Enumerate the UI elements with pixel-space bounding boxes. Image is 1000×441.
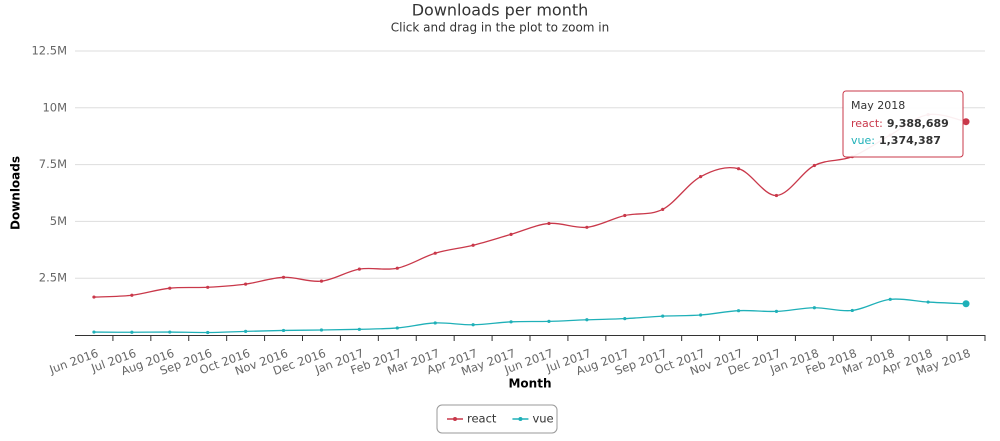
point — [850, 308, 854, 313]
point — [585, 318, 589, 322]
point — [623, 213, 627, 218]
y-tick-label: 10M — [42, 100, 67, 114]
point — [244, 282, 248, 286]
point — [357, 327, 361, 331]
point — [395, 266, 399, 270]
point — [623, 317, 627, 321]
tooltip-row: vue: 1,374,387 — [851, 134, 941, 147]
legend-marker — [518, 417, 523, 421]
point — [395, 326, 399, 330]
point — [736, 167, 741, 171]
point — [547, 319, 551, 323]
point — [130, 330, 134, 334]
series-line — [93, 113, 967, 298]
tooltip-value: 1,374,387 — [879, 134, 941, 147]
tooltip-row: react: 9,388,689 — [851, 117, 949, 130]
tooltip-box — [842, 90, 964, 158]
point — [281, 328, 286, 333]
point — [736, 309, 741, 313]
tooltip-separator: : — [871, 134, 875, 147]
legend-label[interactable]: vue — [532, 412, 553, 426]
point — [962, 300, 970, 308]
point — [168, 330, 172, 334]
point — [661, 314, 665, 318]
legend-label[interactable]: react — [467, 412, 497, 426]
y-axis-title: Downloads — [9, 156, 23, 230]
point — [585, 225, 589, 229]
tooltip-series-name: react — [851, 117, 880, 130]
chart-title: Downloads per month — [412, 1, 589, 20]
y-tick-label: 5M — [50, 214, 67, 228]
point — [774, 193, 779, 198]
point — [509, 320, 513, 324]
point — [206, 285, 210, 289]
tooltip-series-name: vue — [851, 134, 871, 147]
series-line — [93, 298, 967, 334]
tooltip-value: 9,388,689 — [887, 117, 949, 130]
point — [812, 163, 816, 168]
point — [699, 313, 703, 317]
point — [699, 175, 703, 179]
point — [130, 293, 134, 297]
point — [962, 118, 970, 126]
point — [357, 267, 361, 271]
chart-subtitle: Click and drag in the plot to zoom in — [391, 21, 610, 35]
point — [92, 330, 96, 334]
y-tick-label: 7.5M — [39, 157, 67, 171]
point — [281, 275, 286, 279]
point — [319, 279, 324, 283]
point — [812, 306, 816, 310]
point — [206, 330, 210, 335]
y-tick-label: 2.5M — [39, 271, 67, 285]
point — [433, 321, 437, 325]
tooltip-separator: : — [879, 117, 883, 130]
point — [509, 232, 513, 236]
y-tick-label: 12.5M — [31, 44, 67, 58]
point — [471, 243, 475, 247]
point — [92, 295, 96, 299]
tooltip-title: May 2018 — [851, 99, 905, 112]
point — [547, 221, 551, 226]
point — [888, 297, 892, 301]
point — [319, 328, 324, 332]
legend-marker — [453, 417, 457, 421]
point — [168, 286, 172, 290]
legend-box — [436, 404, 558, 434]
point — [471, 323, 475, 327]
point — [774, 309, 779, 313]
point — [661, 207, 665, 211]
x-axis-title: Month — [508, 377, 551, 391]
point — [433, 251, 437, 255]
point — [926, 300, 930, 304]
point — [244, 329, 248, 333]
